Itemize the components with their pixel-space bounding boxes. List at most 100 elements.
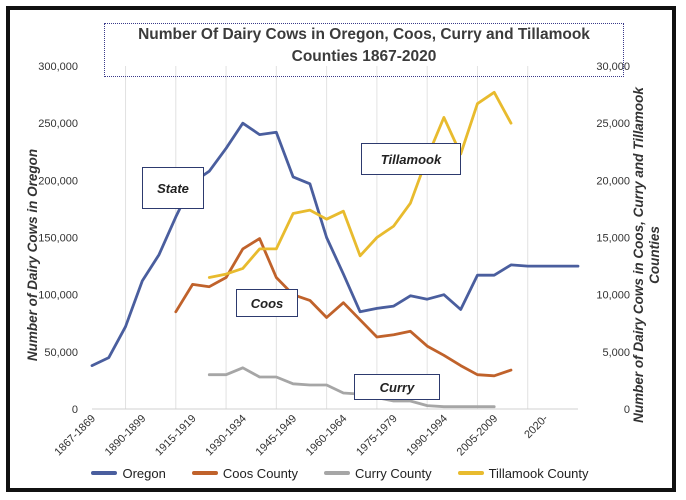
data-point-coos-county [459,364,462,367]
y-axis-right: 0 5,000 10,000 15,000 20,000 25,000 30,000 [596,61,630,416]
data-point-coos-county [443,354,445,357]
data-point-oregon [426,298,428,301]
data-point-curry-county [292,383,294,385]
x-tick-label: 1975-1979 [354,413,400,459]
data-point-coos-county [426,345,428,347]
data-point-tillamook-county [275,248,278,250]
data-point-oregon [409,295,412,297]
data-point-curry-county [476,405,479,408]
legend-swatch-coos [191,471,218,475]
data-point-coos-county [359,319,361,321]
chart-frame [6,6,676,492]
data-point-oregon [107,356,110,359]
data-point-tillamook-county [376,236,378,239]
data-point-tillamook-county [309,209,311,211]
y-right-tick-label: 10,000 [596,290,630,302]
data-point-tillamook-county [510,122,512,124]
legend-item-oregon: Oregon [91,465,166,481]
data-point-curry-county [392,400,395,402]
data-point-curry-county [409,400,412,402]
data-point-oregon [292,176,294,178]
y-right-tick-label: 0 [624,404,630,416]
data-point-oregon [225,147,227,150]
data-point-oregon [359,311,361,313]
legend: Oregon Coos County Curry County Tillamoo… [10,462,670,484]
data-point-tillamook-county [325,218,328,221]
data-point-curry-county [242,367,244,369]
data-point-coos-county [275,276,278,279]
data-point-coos-county [342,301,345,304]
x-tick-label: 1960-1964 [304,413,350,459]
data-point-coos-county [242,248,244,250]
data-point-oregon [325,236,328,239]
y-axis-left-title: Number of Dairy Cows in Oregon [25,149,40,361]
data-point-coos-county [258,237,261,240]
annotation-coos: Coos [236,289,298,317]
x-tick-label: 1930-1934 [203,413,249,459]
data-point-curry-county [309,384,311,386]
x-tick-label: 1867-1869 [52,413,98,459]
data-point-coos-county [510,369,512,371]
data-point-oregon [124,325,127,328]
x-tick-label: 1990-1994 [404,413,450,459]
data-point-coos-county [376,336,378,338]
data-point-oregon [275,131,278,134]
y-right-tick-label: 25,000 [596,118,630,130]
y-left-tick-label: 50,000 [44,347,78,359]
y-right-tick-label: 15,000 [596,233,630,245]
data-point-oregon [158,253,160,256]
y-left-tick-label: 150,000 [38,233,78,245]
data-point-tillamook-county [359,254,361,257]
y-left-tick-label: 0 [72,404,78,416]
data-point-tillamook-county [258,248,261,250]
data-point-tillamook-county [225,273,227,275]
data-point-curry-county [275,376,278,378]
y-left-tick-label: 250,000 [38,118,78,130]
x-tick-label: 2020- [522,412,551,441]
data-point-coos-county [208,285,211,288]
data-point-oregon [577,265,579,267]
chart-title: Number Of Dairy Cows in Oregon, Coos, Cu… [104,23,624,77]
data-point-oregon [174,216,177,218]
legend-label-oregon: Oregon [122,465,166,481]
y-right-tick-label: 5,000 [602,347,630,359]
data-point-coos-county [392,333,395,336]
data-point-oregon [258,133,261,136]
data-point-curry-county [208,373,211,376]
data-point-coos-county [225,276,227,279]
data-point-oregon [208,170,211,172]
data-point-curry-county [493,405,496,408]
legend-label-coos: Coos County [222,465,298,481]
y-axis-right-title-line2: Counties [647,226,662,284]
data-point-curry-county [443,405,445,408]
data-point-tillamook-county [292,212,294,215]
legend-label-tillamook: Tillamook County [488,465,589,481]
y-left-tick-label: 100,000 [38,290,78,302]
y-axis-right-title-line1: Number of Dairy Cows in Coos, Curry and … [631,86,646,423]
data-point-curry-county [225,373,227,376]
data-point-oregon [543,265,546,267]
data-point-oregon [342,273,345,275]
legend-swatch-curry [324,471,350,475]
x-tick-label: 2005-2009 [455,413,501,459]
data-point-tillamook-county [443,116,445,119]
data-point-curry-county [426,404,428,407]
annotation-state: State [142,167,204,209]
series-line-curry-county [207,366,496,409]
data-point-oregon [493,274,496,277]
y-left-tick-label: 200,000 [38,175,78,187]
annotation-curry: Curry [354,374,440,400]
data-point-curry-county [459,405,462,408]
legend-label-curry: Curry County [355,465,432,481]
legend-swatch-oregon [91,471,118,475]
data-point-oregon [141,280,144,282]
data-point-coos-county [309,299,311,302]
data-point-tillamook-county [493,91,496,94]
x-tick-label: 1890-1899 [103,413,149,459]
data-point-coos-county [493,375,496,377]
data-point-oregon [476,274,479,277]
data-point-coos-county [325,316,328,319]
data-point-tillamook-county [242,267,244,270]
series-line-oregon [90,121,580,367]
